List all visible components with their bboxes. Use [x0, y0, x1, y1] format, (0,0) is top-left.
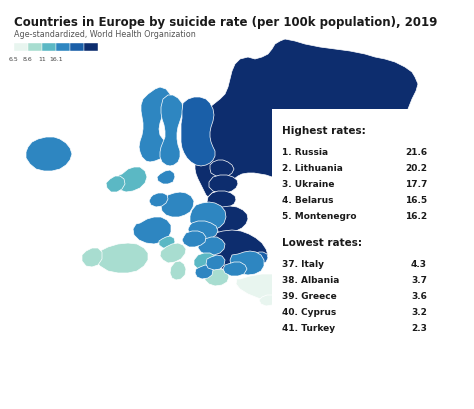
Polygon shape — [223, 262, 247, 276]
Polygon shape — [209, 175, 238, 193]
Bar — [42, 44, 56, 52]
Polygon shape — [157, 171, 175, 184]
Text: 11: 11 — [38, 57, 46, 62]
Polygon shape — [181, 98, 215, 166]
Text: 3.2: 3.2 — [411, 307, 427, 316]
Text: 37. Italy: 37. Italy — [282, 259, 324, 268]
Polygon shape — [206, 255, 225, 270]
Text: 40. Cyprus: 40. Cyprus — [282, 307, 336, 316]
Bar — [56, 44, 70, 52]
Polygon shape — [161, 193, 194, 218]
Polygon shape — [116, 168, 147, 193]
Polygon shape — [194, 254, 217, 271]
Text: Age-standardized, World Health Organization: Age-standardized, World Health Organizat… — [14, 30, 196, 39]
Text: Lowest rates:: Lowest rates: — [282, 237, 362, 247]
Polygon shape — [82, 248, 102, 267]
Polygon shape — [259, 295, 276, 306]
Polygon shape — [252, 252, 268, 264]
Polygon shape — [182, 231, 206, 247]
Text: Countries in Europe by suicide rate (per 100k population), 2019: Countries in Europe by suicide rate (per… — [14, 16, 438, 29]
Polygon shape — [236, 274, 299, 302]
Polygon shape — [190, 202, 226, 231]
Text: 3.6: 3.6 — [411, 291, 427, 300]
Polygon shape — [149, 193, 168, 207]
Polygon shape — [133, 218, 171, 245]
Polygon shape — [106, 177, 125, 193]
Polygon shape — [159, 236, 175, 248]
Polygon shape — [160, 96, 183, 166]
Bar — [70, 44, 84, 52]
Polygon shape — [170, 261, 186, 280]
Polygon shape — [139, 88, 172, 163]
Polygon shape — [26, 138, 72, 172]
Polygon shape — [207, 191, 236, 209]
Text: 6.5: 6.5 — [9, 57, 19, 62]
Text: 1. Russia: 1. Russia — [282, 148, 328, 157]
Text: 20.2: 20.2 — [405, 164, 427, 173]
Bar — [14, 44, 28, 52]
Text: 16.2: 16.2 — [405, 211, 427, 220]
FancyBboxPatch shape — [272, 110, 462, 379]
Polygon shape — [208, 207, 248, 234]
Polygon shape — [160, 243, 186, 263]
Text: 38. Albania: 38. Albania — [282, 275, 339, 284]
Text: 4. Belarus: 4. Belarus — [282, 196, 334, 204]
Text: 39. Greece: 39. Greece — [282, 291, 337, 300]
Text: 3. Ukraine: 3. Ukraine — [282, 180, 335, 189]
Text: 4.3: 4.3 — [411, 259, 427, 268]
Bar — [28, 44, 42, 52]
Bar — [84, 44, 98, 52]
Text: 41. Turkey: 41. Turkey — [282, 323, 335, 332]
Polygon shape — [95, 243, 148, 273]
Text: 2. Lithuania: 2. Lithuania — [282, 164, 343, 173]
Text: 2.3: 2.3 — [411, 323, 427, 332]
Text: 16.5: 16.5 — [405, 196, 427, 204]
Text: Highest rates:: Highest rates: — [282, 126, 366, 136]
Polygon shape — [195, 265, 213, 279]
Polygon shape — [198, 237, 225, 255]
Polygon shape — [188, 221, 218, 240]
Text: 16.1: 16.1 — [49, 57, 63, 62]
Polygon shape — [205, 270, 229, 286]
Polygon shape — [204, 230, 268, 272]
Text: 5. Montenegro: 5. Montenegro — [282, 211, 356, 220]
Polygon shape — [210, 161, 234, 178]
Polygon shape — [191, 40, 418, 216]
Text: 8.6: 8.6 — [23, 57, 33, 62]
Text: 21.6: 21.6 — [405, 148, 427, 157]
Polygon shape — [230, 252, 264, 275]
Text: 17.7: 17.7 — [405, 180, 427, 189]
Text: 3.7: 3.7 — [411, 275, 427, 284]
